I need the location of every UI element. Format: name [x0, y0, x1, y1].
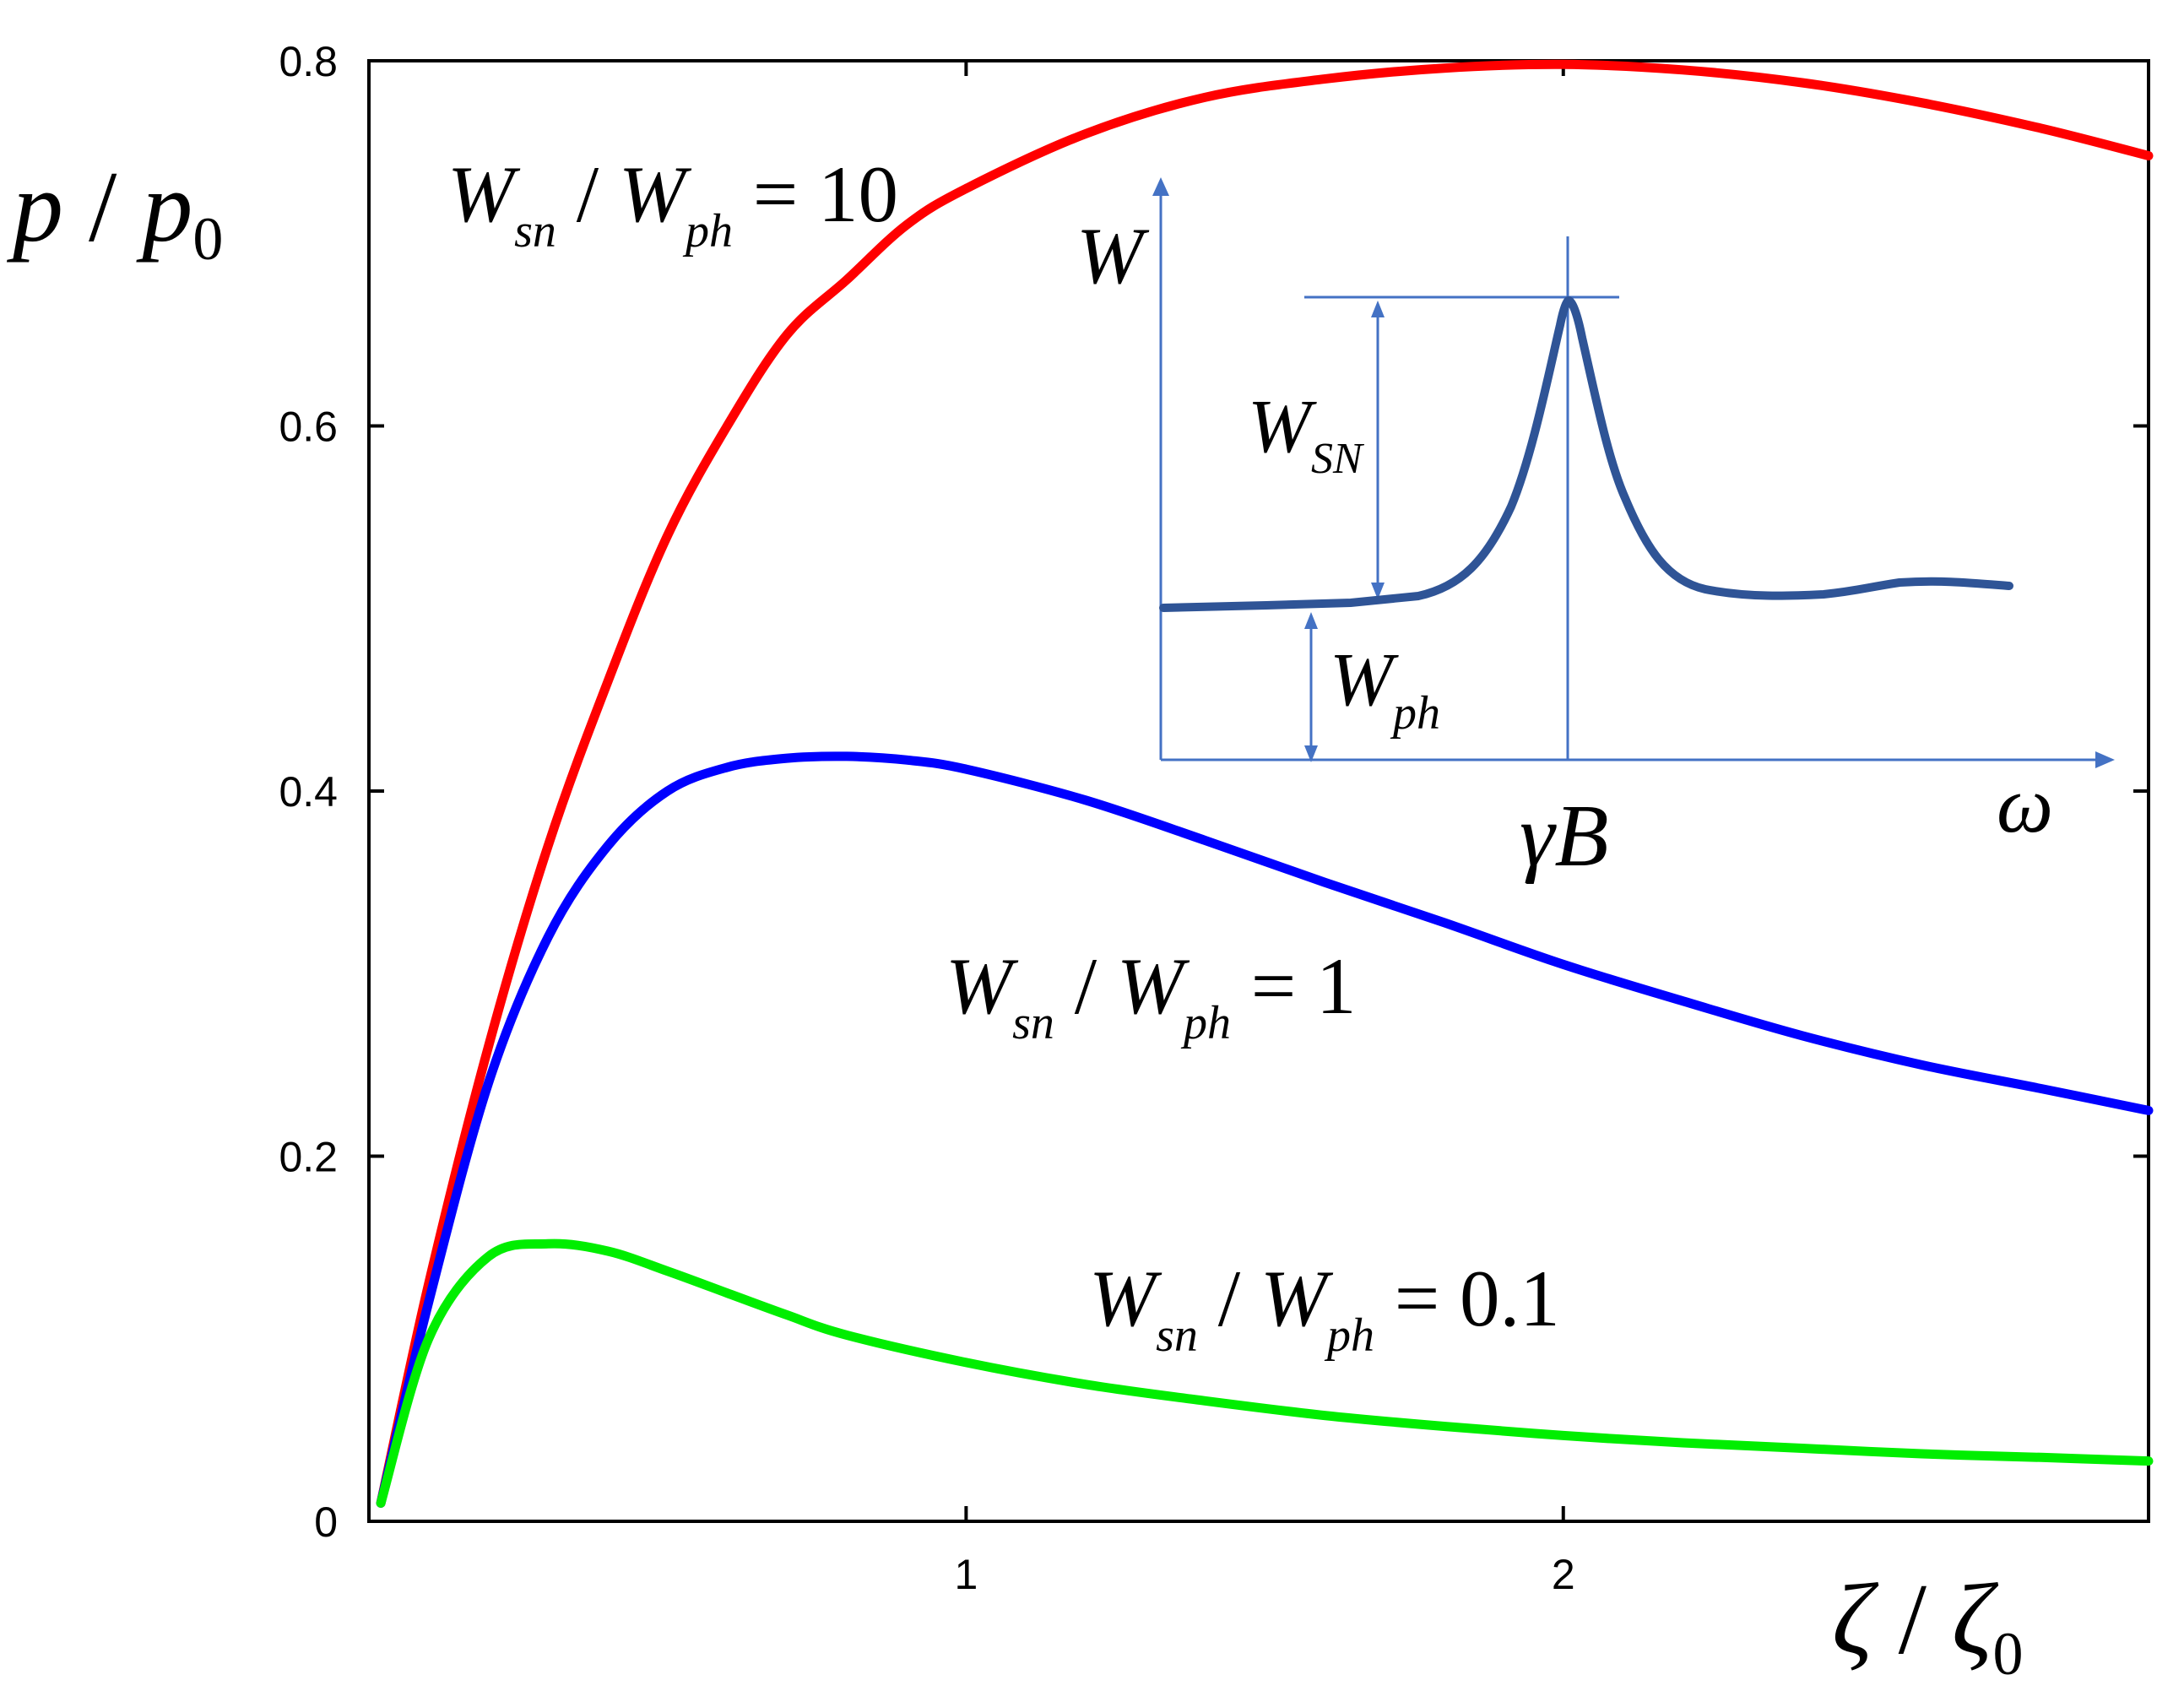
inset-wsn-label: WSN: [1248, 385, 1365, 483]
y-tick-label-2: 0.4: [279, 768, 338, 816]
inset-wph-arrow-top-icon: [1304, 612, 1318, 629]
series-label-1: Wsn / Wph = 1: [946, 941, 1357, 1049]
inset-x-axis-label: ω: [1997, 760, 2053, 849]
inset-wph-arrow-bottom-icon: [1304, 745, 1318, 762]
x-tick-label-1: 2: [1552, 1551, 1575, 1598]
x-axis-label-slash: /: [1873, 1563, 1952, 1675]
x-axis-label-sub: 0: [1993, 1620, 2024, 1688]
inset-y-axis-label: W: [1076, 211, 1150, 301]
inset-peak-label: γB: [1520, 786, 1609, 885]
x-tick-label-0: 1: [954, 1551, 978, 1598]
inset-wsn-arrow-bottom-icon: [1371, 583, 1385, 599]
y-tick-label-1: 0.2: [279, 1134, 338, 1181]
inset-wsn-arrow-top-icon: [1371, 301, 1385, 317]
inset-y-arrow-icon: [1152, 177, 1169, 196]
series-line-2: [376, 1238, 2154, 1508]
series-lines: [376, 59, 2154, 1508]
series-line-1: [376, 751, 2154, 1508]
x-axis-label: ζ / ζ0: [1832, 1563, 2024, 1688]
y-tick-label-0: 0: [314, 1499, 338, 1546]
y-axis-label: p / p0: [6, 150, 223, 273]
series-label-2: Wsn / Wph = 0.1: [1089, 1254, 1560, 1362]
y-axis: 0 0.2 0.4 0.6 0.8: [279, 38, 2149, 1546]
x-axis-label-zeta2: ζ: [1952, 1563, 1999, 1675]
series-line-0: [376, 59, 2154, 1508]
inset-wph-label: Wph: [1330, 638, 1440, 740]
y-tick-label-4: 0.8: [279, 38, 338, 85]
y-axis-label-slash: /: [63, 150, 142, 263]
inset-diagram: W ω γB WSN Wph: [1076, 177, 2115, 885]
inset-x-arrow-icon: [2095, 751, 2115, 768]
series-label-0: Wsn / Wph = 10: [447, 149, 898, 257]
y-axis-label-p2: p: [135, 150, 192, 263]
inset-spectrum-curve: [1159, 295, 2013, 612]
y-axis-label-p: p: [6, 150, 63, 263]
y-axis-label-sub: 0: [192, 205, 223, 273]
y-tick-label-3: 0.6: [279, 404, 338, 451]
x-axis-label-zeta: ζ: [1832, 1563, 1879, 1675]
